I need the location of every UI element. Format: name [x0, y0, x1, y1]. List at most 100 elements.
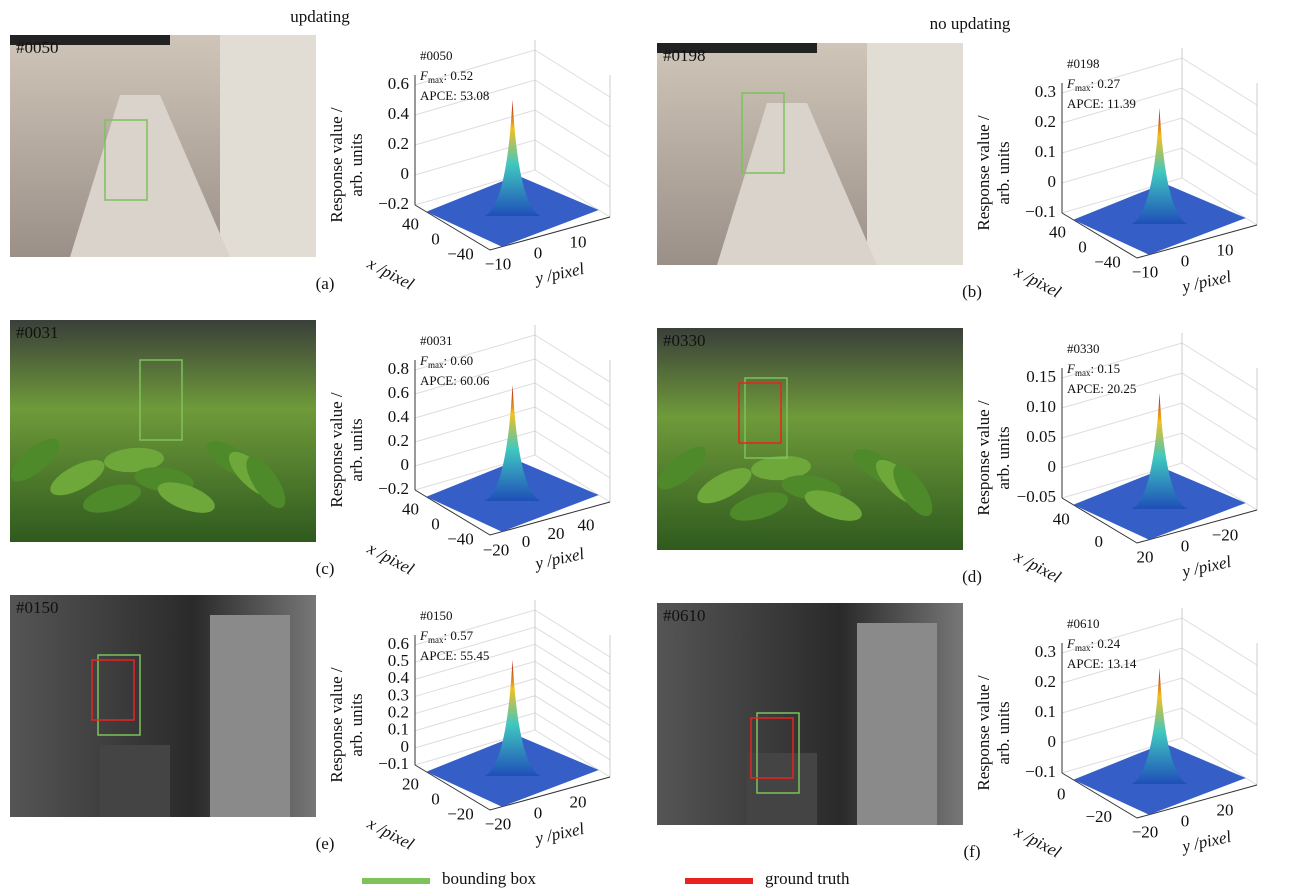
- legend-label: bounding box: [442, 869, 536, 888]
- x-tick-label: −20: [1085, 807, 1112, 826]
- fmax-value: : 0.57: [443, 628, 473, 643]
- panel: #00500.60.40.20−0.2400−40−10010Response …: [10, 35, 610, 294]
- panel: #03300.150.100.050−0.05400200−20Response…: [651, 328, 1257, 587]
- x-tick-label: 0: [431, 229, 440, 248]
- axis-label: arb. units: [994, 426, 1013, 489]
- caption: (a): [316, 274, 335, 293]
- axis-label: arb. units: [347, 418, 366, 481]
- photo-person: [857, 623, 937, 825]
- z-tick-label: 0: [1048, 457, 1057, 476]
- axis-label: Response value /: [327, 667, 346, 782]
- fmax-sub: max: [428, 360, 444, 370]
- fmax-label: Fmax: 0.60: [419, 353, 473, 370]
- z-tick-label: 0.1: [1035, 142, 1056, 161]
- caption: (b): [962, 282, 982, 301]
- frame-label: #0050: [16, 38, 59, 57]
- heading: updating: [290, 7, 350, 26]
- y-tick-label: −20: [1212, 526, 1239, 545]
- z-tick-label: 0.05: [1026, 427, 1056, 446]
- z-tick-label: 0.10: [1026, 397, 1056, 416]
- axis-label: Response value /: [974, 400, 993, 515]
- photo: [657, 328, 963, 550]
- y-tick-label: 20: [570, 793, 587, 812]
- axis-label: arb. units: [347, 693, 366, 756]
- z-tick-label: 0.6: [388, 634, 409, 653]
- y-tick-label: 20: [1137, 548, 1154, 567]
- y-tick-label: 0: [1181, 252, 1190, 271]
- photo: [10, 320, 316, 542]
- photo-person: [210, 615, 290, 817]
- z-tick-label: 0.8: [388, 359, 409, 378]
- frame-label: #0031: [16, 323, 59, 342]
- axis-label: y /pixel: [1178, 827, 1233, 856]
- heading: no updating: [930, 14, 1011, 33]
- apce-label: APCE: 55.45: [420, 648, 489, 663]
- caption: (e): [316, 834, 335, 853]
- x-tick-label: −40: [447, 244, 474, 263]
- fmax-label: Fmax: 0.15: [1066, 361, 1120, 378]
- x-tick-label: 0: [1057, 785, 1066, 804]
- frame-label: #0330: [663, 331, 706, 350]
- x-tick-label: 40: [402, 214, 419, 233]
- fmax-label: Fmax: 0.52: [419, 68, 473, 85]
- axis-label: y /pixel: [531, 819, 586, 848]
- caption: (d): [962, 567, 982, 586]
- z-tick-label: 0.1: [1035, 702, 1056, 721]
- axis-label: y /pixel: [531, 544, 586, 573]
- z-tick-label: 0: [401, 737, 410, 756]
- y-tick-label: 0: [534, 244, 543, 263]
- panel: #01500.60.50.40.30.20.10−0.1200−20−20020…: [10, 595, 610, 854]
- z-tick-label: −0.1: [378, 754, 409, 773]
- axis-label: x /pixel: [1011, 546, 1065, 587]
- axis-label: Response value /: [974, 675, 993, 790]
- figure: updating no updating #0050 0.6 0.4 0.2 0 −0.2…: [0, 0, 1297, 894]
- plot-frame-label: #0198: [1067, 56, 1100, 71]
- y-tick-label: 40: [578, 516, 595, 535]
- axis-label: x /pixel: [364, 813, 418, 854]
- z-tick-label: 0.4: [388, 104, 410, 123]
- z-tick-label: 0.2: [1035, 112, 1056, 131]
- axis-label: Response value /: [327, 392, 346, 507]
- axis-label: y /pixel: [531, 259, 586, 288]
- z-tick-label: 0.2: [388, 431, 409, 450]
- axis-label: x /pixel: [1011, 261, 1065, 302]
- fmax-sub: max: [1075, 368, 1091, 378]
- apce-label: APCE: 11.39: [1067, 96, 1136, 111]
- frame-label: #0610: [663, 606, 706, 625]
- frame-label: #0150: [16, 598, 59, 617]
- fmax-sub: max: [1075, 83, 1091, 93]
- x-tick-label: 40: [1049, 222, 1066, 241]
- y-tick-label: 0: [534, 804, 543, 823]
- axis-label: y /pixel: [1178, 267, 1233, 296]
- y-tick-label: 10: [1217, 241, 1234, 260]
- y-tick-label: −20: [485, 815, 512, 834]
- photo-wall: [220, 35, 316, 257]
- z-tick-label: −0.2: [378, 479, 409, 498]
- caption: (c): [316, 559, 335, 578]
- fmax-value: : 0.52: [443, 68, 473, 83]
- fmax-sub: max: [428, 75, 444, 85]
- x-tick-label: 40: [1053, 510, 1070, 529]
- fmax-value: : 0.27: [1090, 76, 1120, 91]
- page: updating no updating #0050 0.6 0.4 0.2 0 −0.2…: [0, 0, 1297, 894]
- z-tick-label: −0.05: [1017, 487, 1056, 506]
- plot-frame-label: #0050: [420, 48, 453, 63]
- y-tick-label: 0: [1181, 537, 1190, 556]
- apce-label: APCE: 53.08: [420, 88, 489, 103]
- fmax-label: Fmax: 0.57: [419, 628, 474, 645]
- plot-frame-label: #0031: [420, 333, 453, 348]
- fmax-value: : 0.15: [1090, 361, 1120, 376]
- fmax-sub: max: [1075, 643, 1091, 653]
- y-tick-label: 10: [570, 233, 587, 252]
- z-tick-label: 0.2: [1035, 672, 1056, 691]
- plot-frame-label: #0610: [1067, 616, 1100, 631]
- z-tick-label: 0.4: [388, 668, 410, 687]
- y-tick-label: −20: [1132, 823, 1159, 842]
- fmax-label: Fmax: 0.27: [1066, 76, 1121, 93]
- legend-label: ground truth: [765, 869, 850, 888]
- plot-frame-label: #0150: [420, 608, 453, 623]
- apce-label: APCE: 20.25: [1067, 381, 1136, 396]
- z-tick-label: 0.5: [388, 651, 409, 670]
- x-tick-label: −20: [447, 804, 474, 823]
- z-tick-label: 0.6: [388, 383, 409, 402]
